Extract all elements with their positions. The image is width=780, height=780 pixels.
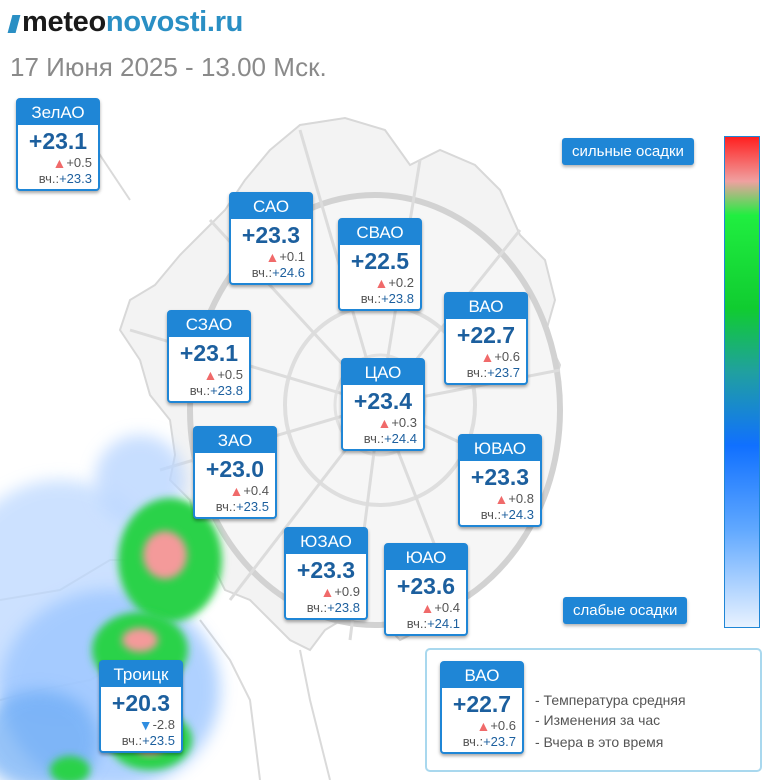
triangle-up-icon: ▲ bbox=[494, 491, 509, 507]
triangle-up-icon: ▲ bbox=[320, 584, 335, 600]
date-time-title: 17 Июня 2025 - 13.00 Мск. bbox=[10, 52, 327, 82]
yesterday-label: вч.: bbox=[306, 600, 328, 615]
district-card-cao: ЦАО +23.4 ▲+0.3 вч.:+24.4 bbox=[341, 358, 425, 451]
key-line-change: - Изменения за час bbox=[535, 712, 661, 728]
yesterday-temperature: +24.4 bbox=[384, 431, 417, 446]
triangle-up-icon: ▲ bbox=[377, 415, 392, 431]
hourly-change: +0.2 bbox=[388, 275, 414, 290]
district-temperature: +22.7 bbox=[452, 691, 512, 717]
district-name: ВАО bbox=[446, 294, 526, 319]
yesterday-label: вч.: bbox=[363, 431, 385, 446]
district-temperature: +23.3 bbox=[470, 464, 530, 490]
triangle-up-icon: ▲ bbox=[480, 349, 495, 365]
hourly-change: +0.3 bbox=[391, 415, 417, 430]
yesterday-label: вч.: bbox=[466, 365, 488, 380]
yesterday-label: вч.: bbox=[360, 291, 382, 306]
triangle-up-icon: ▲ bbox=[265, 249, 280, 265]
key-line-yesterday: - Вчера в это время bbox=[535, 734, 664, 750]
district-temperature: +20.3 bbox=[111, 690, 171, 716]
district-card-vao: ВАО +22.7 ▲+0.6 вч.:+23.7 bbox=[444, 292, 528, 385]
district-temperature: +23.1 bbox=[179, 340, 239, 366]
district-name: СВАО bbox=[340, 220, 420, 245]
district-name: ЦАО bbox=[343, 360, 423, 385]
district-name: ЗелАО bbox=[18, 100, 98, 125]
yesterday-label: вч.: bbox=[462, 734, 484, 749]
triangle-down-icon: ▼ bbox=[138, 717, 153, 733]
key-sample-card: ВАО +22.7 ▲+0.6 вч.:+23.7 bbox=[440, 661, 524, 754]
yesterday-temperature: +23.3 bbox=[59, 171, 92, 186]
legend-key-box: ВАО +22.7 ▲+0.6 вч.:+23.7 - Температура … bbox=[425, 648, 762, 772]
district-card-troitsk: Троицк +20.3 ▼-2.8 вч.:+23.5 bbox=[99, 660, 183, 753]
yesterday-label: вч.: bbox=[38, 171, 60, 186]
district-card-zao: ЗАО +23.0 ▲+0.4 вч.:+23.5 bbox=[193, 426, 277, 519]
garden-ring bbox=[333, 353, 427, 457]
district-name: СЗАО bbox=[169, 312, 249, 337]
hourly-change: +0.5 bbox=[217, 367, 243, 382]
yesterday-label: вч.: bbox=[406, 616, 428, 631]
yesterday-temperature: +23.5 bbox=[142, 733, 175, 748]
yesterday-temperature: +23.8 bbox=[210, 383, 243, 398]
district-name: Троицк bbox=[101, 662, 181, 687]
precipitation-color-scale bbox=[724, 136, 760, 628]
district-name: ЗАО bbox=[195, 428, 275, 453]
logo-text-part1: meteo bbox=[22, 6, 106, 38]
district-name: САО bbox=[231, 194, 311, 219]
yesterday-temperature: +23.7 bbox=[487, 365, 520, 380]
triangle-up-icon: ▲ bbox=[203, 367, 218, 383]
district-name: ЮВАО bbox=[460, 436, 540, 461]
yesterday-temperature: +23.5 bbox=[236, 499, 269, 514]
hourly-change: +0.5 bbox=[66, 155, 92, 170]
yesterday-label: вч.: bbox=[480, 507, 502, 522]
district-temperature: +22.5 bbox=[350, 248, 410, 274]
hourly-change: +0.1 bbox=[279, 249, 305, 264]
logo-mark-icon bbox=[7, 15, 21, 33]
triangle-up-icon: ▲ bbox=[374, 275, 389, 291]
yesterday-temperature: +24.6 bbox=[272, 265, 305, 280]
district-temperature: +23.4 bbox=[353, 388, 413, 414]
district-card-zelao: ЗелАО +23.1 ▲+0.5 вч.:+23.3 bbox=[16, 98, 100, 191]
yesterday-label: вч.: bbox=[215, 499, 237, 514]
district-card-sao: САО +23.3 ▲+0.1 вч.:+24.6 bbox=[229, 192, 313, 285]
district-temperature: +23.6 bbox=[396, 573, 456, 599]
triangle-up-icon: ▲ bbox=[229, 483, 244, 499]
district-card-yuzao: ЮЗАО +23.3 ▲+0.9 вч.:+23.8 bbox=[284, 527, 368, 620]
yesterday-label: вч.: bbox=[251, 265, 273, 280]
logo-text-part2: novosti.ru bbox=[105, 6, 244, 38]
yesterday-temperature: +23.7 bbox=[483, 734, 516, 749]
triangle-up-icon: ▲ bbox=[52, 155, 67, 171]
yesterday-temperature: +24.1 bbox=[427, 616, 460, 631]
district-card-yuvao: ЮВАО +23.3 ▲+0.8 вч.:+24.3 bbox=[458, 434, 542, 527]
district-card-svao: СВАО +22.5 ▲+0.2 вч.:+23.8 bbox=[338, 218, 422, 311]
yesterday-temperature: +23.8 bbox=[381, 291, 414, 306]
site-logo[interactable]: meteonovosti.ru bbox=[7, 6, 244, 39]
legend-strong-label: сильные осадки bbox=[562, 138, 694, 165]
yesterday-label: вч.: bbox=[189, 383, 211, 398]
hourly-change: +0.4 bbox=[243, 483, 269, 498]
yesterday-temperature: +24.3 bbox=[501, 507, 534, 522]
district-temperature: +23.3 bbox=[296, 557, 356, 583]
district-card-szao: СЗАО +23.1 ▲+0.5 вч.:+23.8 bbox=[167, 310, 251, 403]
yesterday-temperature: +23.8 bbox=[327, 600, 360, 615]
district-card-yuao: ЮАО +23.6 ▲+0.4 вч.:+24.1 bbox=[384, 543, 468, 636]
hourly-change: +0.6 bbox=[490, 718, 516, 733]
key-line-temperature: - Температура средняя bbox=[535, 692, 686, 708]
district-temperature: +23.0 bbox=[205, 456, 265, 482]
hourly-change: +0.6 bbox=[494, 349, 520, 364]
district-name: ЮЗАО bbox=[286, 529, 366, 554]
district-name: ВАО bbox=[442, 663, 522, 688]
hourly-change: +0.4 bbox=[434, 600, 460, 615]
hourly-change: +0.9 bbox=[334, 584, 360, 599]
yesterday-label: вч.: bbox=[121, 733, 143, 748]
triangle-up-icon: ▲ bbox=[476, 718, 491, 734]
district-temperature: +23.3 bbox=[241, 222, 301, 248]
hourly-change: +0.8 bbox=[508, 491, 534, 506]
hourly-change: -2.8 bbox=[152, 717, 175, 732]
district-name: ЮАО bbox=[386, 545, 466, 570]
legend-weak-label: слабые осадки bbox=[563, 597, 688, 624]
triangle-up-icon: ▲ bbox=[420, 600, 435, 616]
district-temperature: +22.7 bbox=[456, 322, 516, 348]
district-temperature: +23.1 bbox=[28, 128, 88, 154]
